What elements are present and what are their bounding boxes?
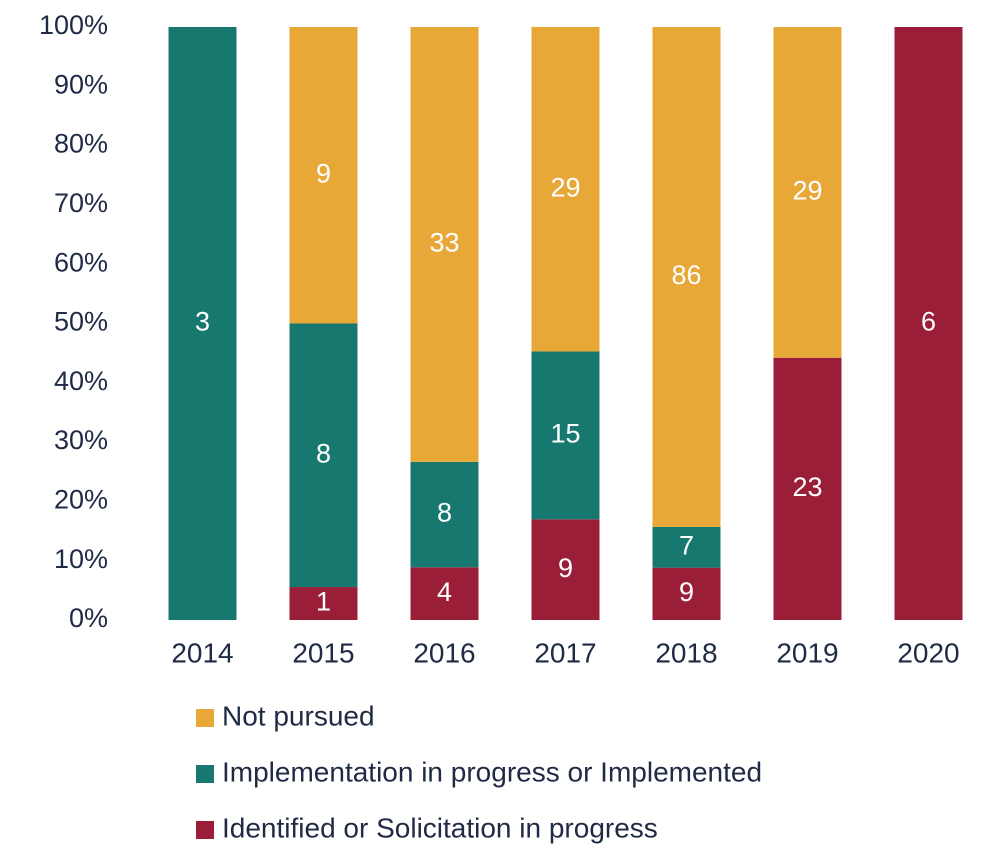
bar-segment — [531, 351, 600, 520]
data-label: 86 — [671, 260, 701, 290]
x-tick-label: 2014 — [171, 637, 233, 668]
data-label: 23 — [792, 472, 822, 502]
y-tick-label: 60% — [54, 247, 108, 277]
data-label: 29 — [792, 175, 822, 205]
legend-swatch — [196, 821, 214, 839]
y-tick-label: 70% — [54, 188, 108, 218]
data-label: 9 — [679, 577, 694, 607]
y-tick-label: 30% — [54, 425, 108, 455]
x-tick-label: 2015 — [292, 637, 354, 668]
bar-segment — [773, 27, 842, 358]
bar-segment — [894, 27, 963, 620]
y-tick-label: 100% — [39, 10, 108, 40]
bar-segment — [531, 27, 600, 352]
data-label: 8 — [437, 498, 452, 528]
y-tick-label: 10% — [54, 544, 108, 574]
bar-segment — [410, 567, 479, 620]
bar-segment — [289, 27, 358, 324]
data-label: 15 — [550, 419, 580, 449]
x-tick-label: 2020 — [897, 637, 959, 668]
legend-label: Identified or Solicitation in progress — [222, 812, 658, 843]
bar-segment — [652, 567, 721, 620]
y-tick-label: 90% — [54, 69, 108, 99]
bar-segment — [410, 461, 479, 568]
data-label: 9 — [316, 158, 331, 188]
y-tick-label: 80% — [54, 129, 108, 159]
legend-label: Not pursued — [222, 700, 375, 731]
data-label: 7 — [679, 530, 694, 560]
legend-swatch — [196, 765, 214, 783]
bar-segment — [289, 323, 358, 588]
data-label: 3 — [195, 307, 210, 337]
y-tick-label: 40% — [54, 366, 108, 396]
data-label: 8 — [316, 438, 331, 468]
data-label: 1 — [316, 587, 331, 617]
data-label: 4 — [437, 577, 452, 607]
x-tick-label: 2018 — [655, 637, 717, 668]
legend-label: Implementation in progress or Implemente… — [222, 756, 762, 787]
y-tick-label: 20% — [54, 485, 108, 515]
data-label: 33 — [429, 228, 459, 258]
bar-segment — [410, 27, 479, 462]
bar-segment — [652, 526, 721, 568]
x-tick-label: 2019 — [776, 637, 838, 668]
bar-segment — [168, 27, 237, 620]
bar-segment — [652, 27, 721, 527]
y-tick-label: 50% — [54, 307, 108, 337]
x-tick-label: 2016 — [413, 637, 475, 668]
bar-segment — [773, 357, 842, 620]
legend-swatch — [196, 709, 214, 727]
data-label: 6 — [921, 307, 936, 337]
data-label: 29 — [550, 172, 580, 202]
data-label: 9 — [558, 553, 573, 583]
bar-segment — [531, 519, 600, 620]
bar-segment — [289, 587, 358, 620]
x-tick-label: 2017 — [534, 637, 596, 668]
y-tick-label: 0% — [69, 603, 108, 633]
